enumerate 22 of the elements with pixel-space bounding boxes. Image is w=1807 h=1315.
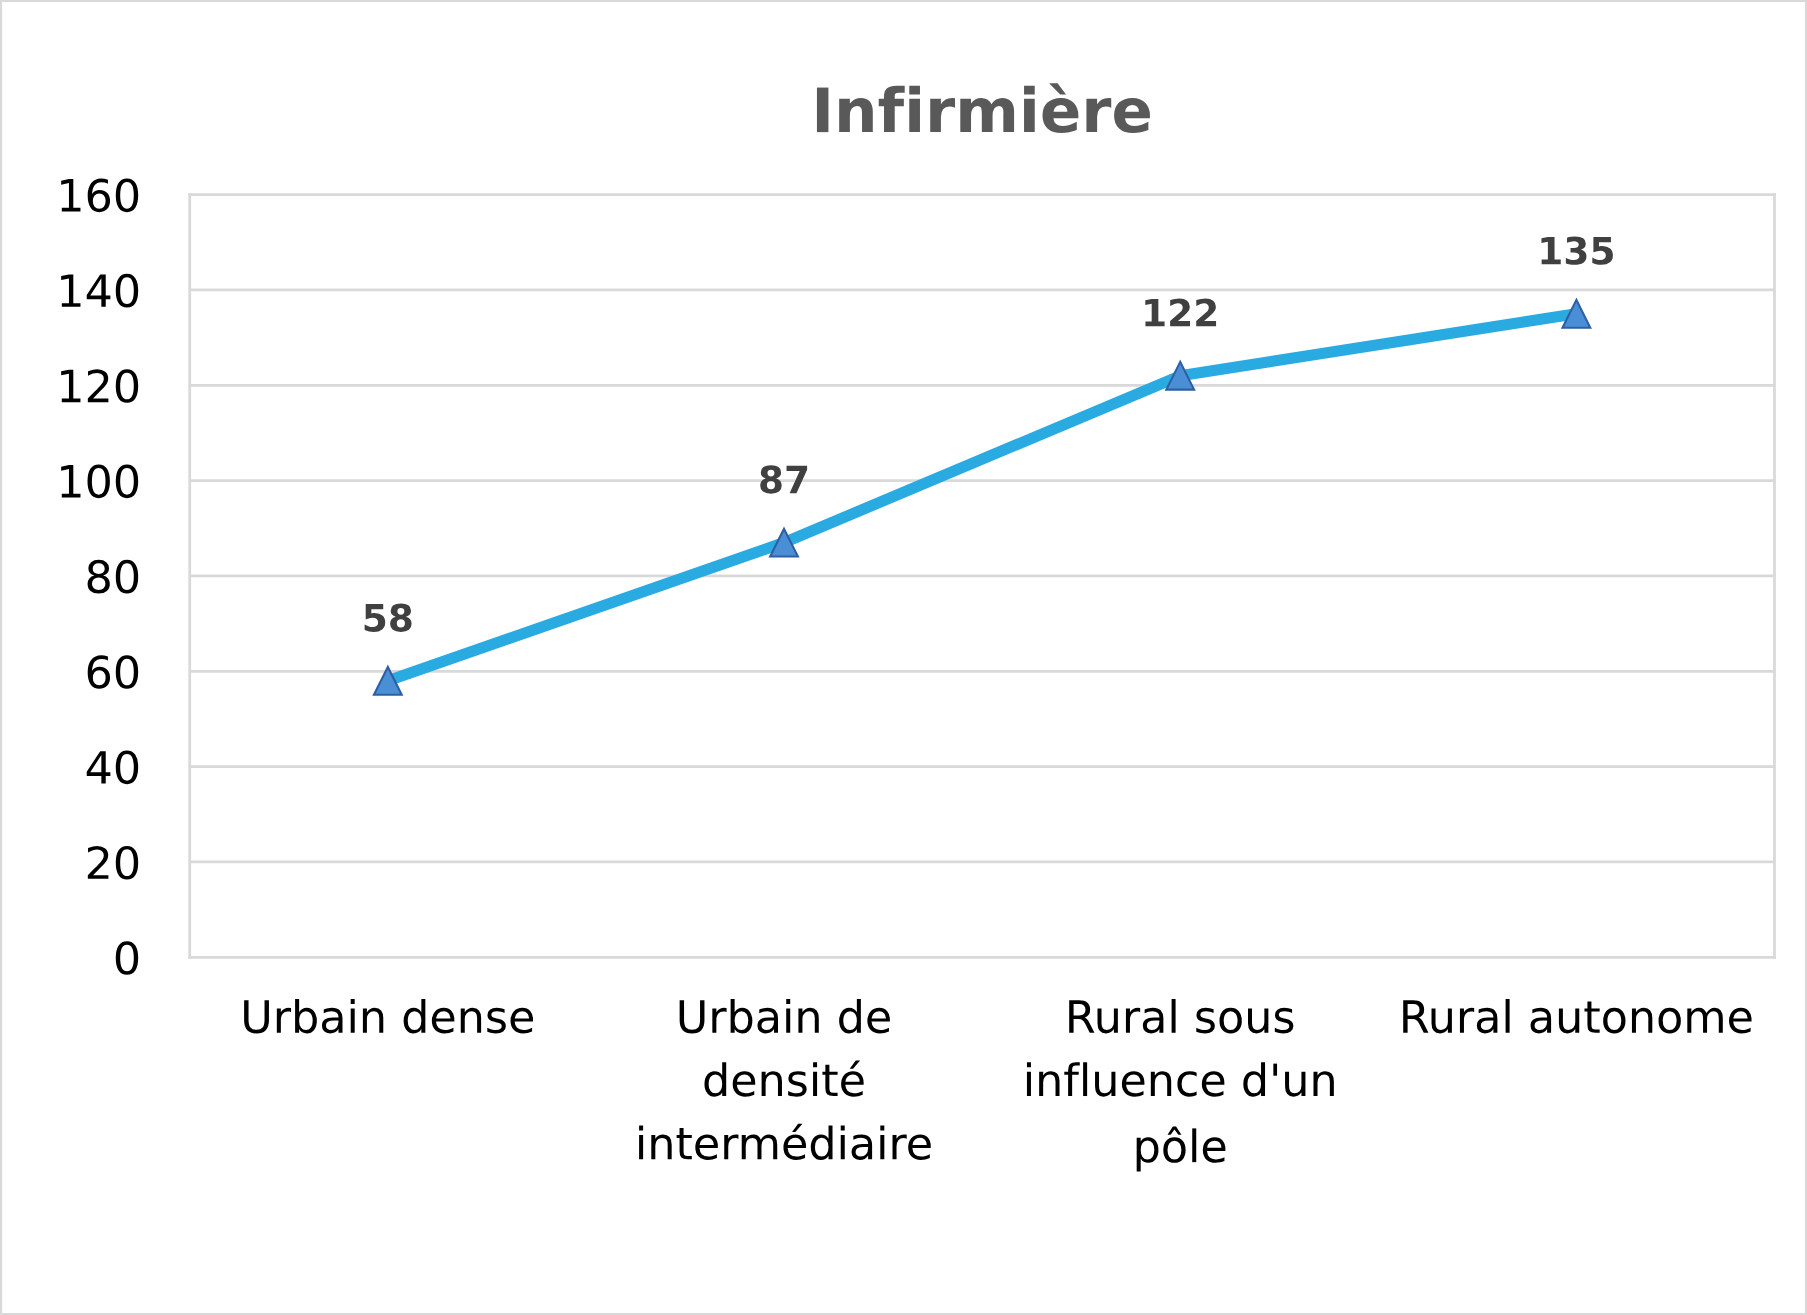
point (769, 527, 799, 558)
y-tick-label: 160 (61, 178, 139, 213)
y-tick-label: 140 (61, 273, 139, 308)
y-tick-label: 120 (61, 369, 139, 403)
chart-title: Infirmière (816, 83, 1150, 133)
x-tick-label: Urbain de densité intermédiaire (639, 998, 931, 1160)
y-tick-label: 80 (87, 559, 139, 594)
x-tick-label: Urbain dense (244, 998, 534, 1034)
x-tick-label: Rural autonome (1403, 998, 1752, 1034)
point (372, 665, 403, 696)
point (1561, 298, 1592, 329)
y-tick-label: 40 (86, 750, 139, 785)
y-tick-label: 20 (87, 845, 139, 880)
point (1165, 360, 1196, 391)
x-tick-label: Rural sous influence d'un pôle (1026, 998, 1334, 1172)
y-tick-label: 60 (87, 655, 139, 689)
data-label: 135 (1541, 236, 1613, 265)
data-label: 122 (1145, 298, 1217, 327)
data-label: 58 (364, 603, 412, 632)
y-tick-label: 0 (115, 941, 139, 975)
y-tick-label: 100 (61, 464, 139, 499)
data-label: 87 (760, 465, 808, 494)
